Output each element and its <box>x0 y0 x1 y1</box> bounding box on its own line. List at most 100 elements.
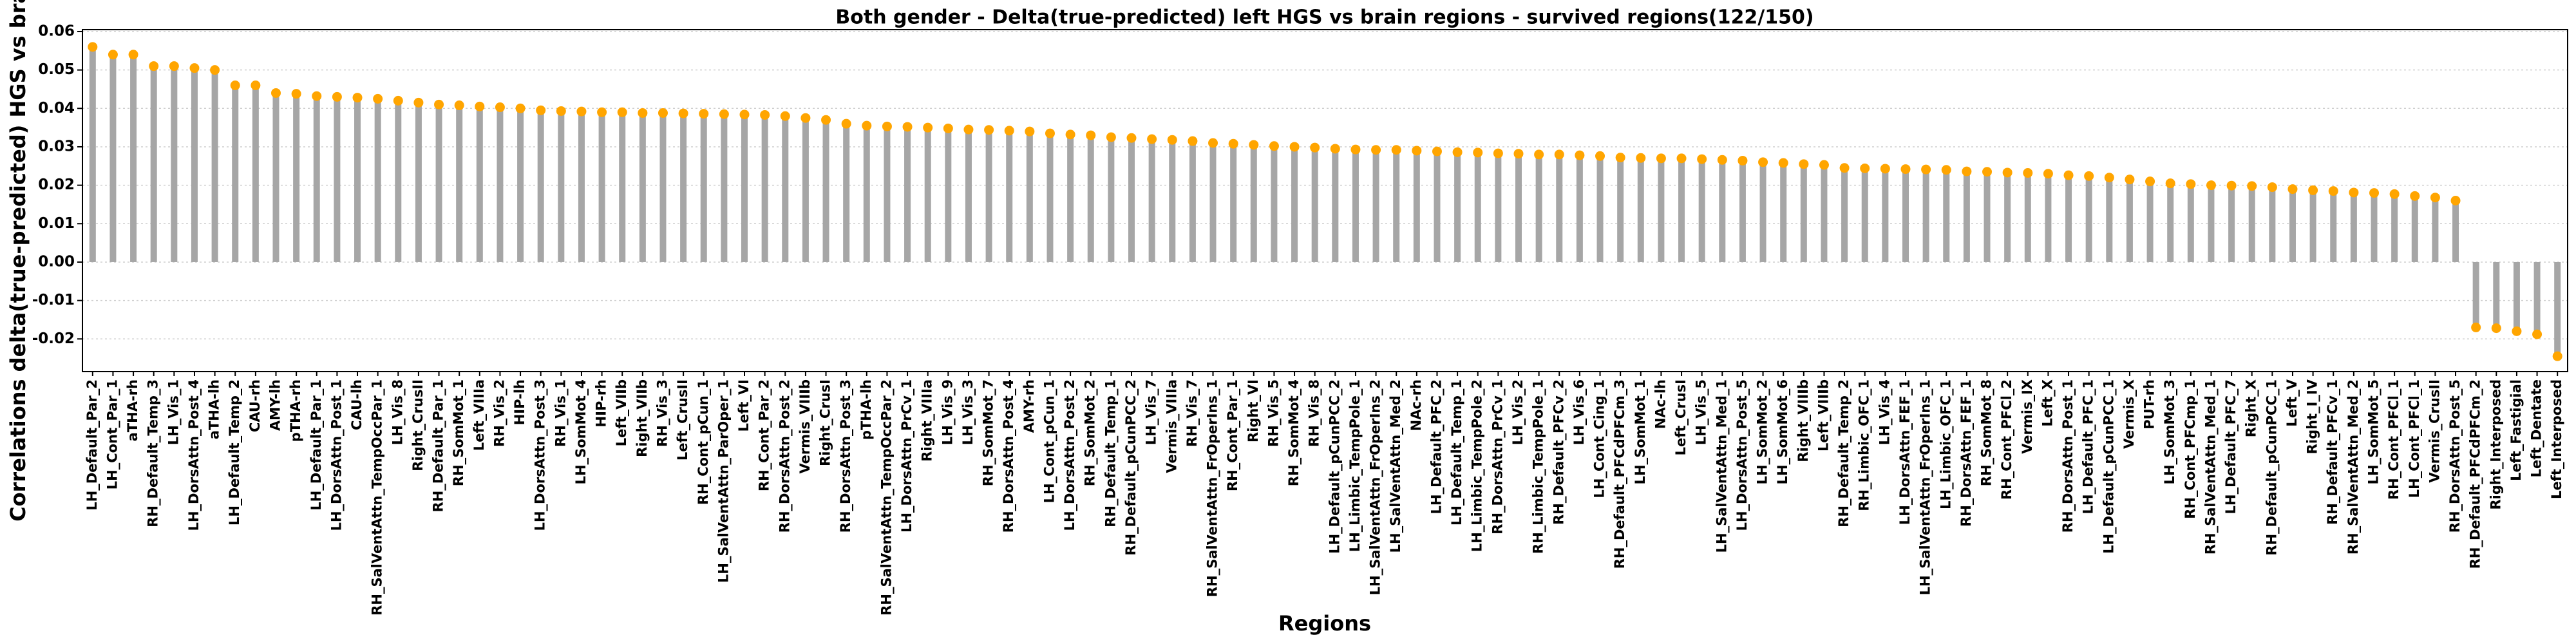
bar-marker <box>1086 130 1096 140</box>
x-tick-label: LH_Vis_9 <box>940 379 955 445</box>
bar-marker <box>1860 163 1870 173</box>
bar-marker <box>2430 193 2440 203</box>
bar-marker <box>189 63 200 73</box>
bar <box>2309 190 2316 262</box>
y-tick-label: 0.00 <box>38 253 75 270</box>
x-tick-label: AMY-rh <box>1021 379 1037 433</box>
bar-marker <box>1289 142 1300 152</box>
bar <box>1148 139 1155 262</box>
x-tick-label: RH_Cont_PFCl_1 <box>2386 379 2401 500</box>
x-tick-label: Left_VIIIa <box>471 379 487 451</box>
x-tick-label: RH_SalVentAttn_Med_1 <box>2202 379 2218 554</box>
bar-marker <box>2084 171 2094 181</box>
x-tick-label: LH_Limbic_TempPole_1 <box>1347 379 1363 552</box>
bar <box>150 66 157 262</box>
bar <box>1128 138 1135 262</box>
bar-marker <box>393 95 403 106</box>
bar <box>1332 148 1339 262</box>
bar-marker <box>1249 140 1259 150</box>
bar-marker <box>1799 159 1809 169</box>
chart-title: Both gender - Delta(true-predicted) left… <box>835 6 1814 29</box>
x-tick-label: LH_SalVentAttn_ParOper_1 <box>715 379 731 583</box>
bar <box>1719 160 1726 262</box>
x-tick-label: LH_Default_pCunPCC_2 <box>1327 379 1342 554</box>
bar <box>2045 173 2052 262</box>
bar <box>700 113 707 262</box>
x-tick-label: RH_Vis_3 <box>654 379 670 447</box>
bar-marker <box>332 91 342 102</box>
bar-marker <box>291 89 301 99</box>
x-tick-label: LH_Cont_Par_1 <box>104 379 120 489</box>
bar <box>171 66 178 262</box>
x-tick-label: LH_Cont_pCun_1 <box>1041 379 1057 503</box>
bar <box>1474 152 1481 262</box>
bar <box>1556 154 1563 262</box>
bar-marker <box>780 111 790 121</box>
bar <box>558 111 565 262</box>
bar-marker <box>2186 179 2196 189</box>
bar <box>89 46 96 262</box>
x-tick-label: RH_SomMot_8 <box>1979 379 1994 486</box>
plot-frame <box>82 29 2568 372</box>
bar <box>2289 189 2296 262</box>
x-tick-label: LH_Vis_8 <box>390 379 405 445</box>
bar <box>2330 191 2337 262</box>
bar <box>2533 261 2541 335</box>
bar <box>985 129 992 262</box>
x-tick-label: LH_Default_pCunPCC_1 <box>2101 379 2116 554</box>
bar-marker <box>1473 147 1483 158</box>
bar <box>1535 154 1542 262</box>
bar <box>2167 183 2174 262</box>
bar <box>924 128 931 262</box>
bar-marker <box>2226 180 2237 191</box>
y-tick-label: 0.01 <box>38 215 75 232</box>
bar-marker <box>1065 129 1075 140</box>
bar-marker <box>1371 145 1381 155</box>
x-tick-label: Right_VI <box>1245 379 1261 442</box>
bar-marker <box>1167 135 1177 145</box>
x-tick-label: Left_VIIIb <box>1815 379 1831 451</box>
x-tick-label: NAc-rh <box>1408 379 1424 431</box>
bar-marker <box>2369 188 2380 198</box>
bar <box>1250 144 1257 262</box>
bar <box>578 111 585 262</box>
bar <box>1617 157 1624 262</box>
bar <box>2493 261 2500 328</box>
bar-marker <box>739 109 750 120</box>
bar-marker <box>536 105 546 115</box>
bar <box>1984 171 1991 262</box>
bar-marker <box>862 120 872 131</box>
bar-marker <box>312 91 322 101</box>
bar <box>1576 155 1583 262</box>
x-tick-label: RH_Default_PFCv_2 <box>1551 379 1566 525</box>
x-tick-label: RH_Cont_Par_1 <box>1225 379 1240 491</box>
bar-marker <box>2247 181 2257 191</box>
x-tick-label: LH_Cont_Cing_1 <box>1592 379 1607 498</box>
bar-marker <box>2267 182 2277 193</box>
x-tick-label: RH_Default_pCunPCC_1 <box>2264 379 2279 556</box>
bar <box>1352 149 1359 262</box>
bar-marker <box>1045 128 1055 138</box>
bar <box>2411 196 2418 262</box>
bar <box>619 112 626 262</box>
x-tick-label: HIP-rh <box>594 379 609 427</box>
bar <box>1922 169 1929 262</box>
bar <box>1882 168 1889 262</box>
bar <box>1678 158 1685 262</box>
bar-marker <box>2349 187 2359 198</box>
x-tick-label: Right_I_IV <box>2305 379 2320 454</box>
bar-marker <box>1636 153 1646 163</box>
bar-marker <box>1941 165 1951 175</box>
y-tick-label: -0.01 <box>32 292 75 308</box>
x-tick-label: CAU-rh <box>247 379 263 432</box>
bar-marker <box>2002 167 2012 178</box>
bar-marker <box>210 65 220 75</box>
bar-marker <box>251 80 261 91</box>
x-tick-label: RH_DorsAttn_Post_1 <box>2060 379 2076 533</box>
bar-marker <box>1575 150 1585 160</box>
bar <box>2391 194 2398 262</box>
bar-marker <box>1615 153 1625 163</box>
bar <box>659 113 667 262</box>
x-tick-label: Vermis_IX <box>2020 379 2035 454</box>
bar <box>1434 151 1441 262</box>
